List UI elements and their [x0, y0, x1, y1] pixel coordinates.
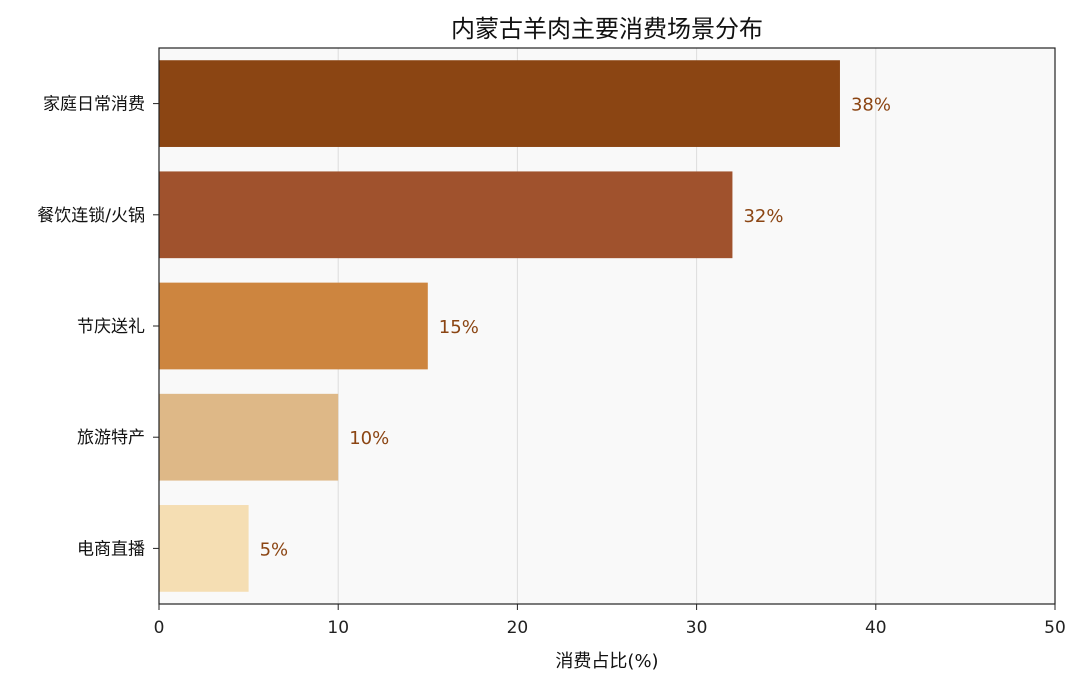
bar-5 [159, 505, 249, 592]
value-label: 32% [743, 206, 783, 227]
value-label: 15% [439, 317, 479, 338]
value-label: 38% [851, 95, 891, 116]
category-label: 旅游特产 [77, 428, 145, 448]
x-axis-title: 消费占比(%) [555, 651, 658, 672]
x-tick-label: 40 [865, 618, 887, 638]
category-label: 餐饮连锁/火锅 [37, 206, 145, 226]
plot-area: 家庭日常消费 38% 餐饮连锁/火锅 32% 节庆送礼 15% 旅游特产 10% 电商直播 5% 0… [37, 47, 1066, 638]
category-label: 家庭日常消费 [43, 95, 145, 115]
x-tick-label: 10 [327, 618, 349, 638]
plot-frame [158, 47, 1056, 605]
x-tick-label: 50 [1044, 618, 1066, 638]
bar-2 [159, 171, 733, 259]
value-label: 5% [260, 539, 289, 560]
bar-1 [159, 60, 840, 147]
x-tick-label: 0 [154, 618, 165, 638]
chart-title: 内蒙古羊肉主要消费场景分布 [451, 15, 763, 43]
category-label: 电商直播 [77, 539, 145, 559]
x-tick-label: 30 [686, 618, 708, 638]
bar-3 [159, 282, 428, 370]
x-tick-label: 20 [507, 618, 529, 638]
bar-4 [159, 393, 339, 481]
category-label: 节庆送礼 [77, 317, 145, 337]
value-label: 10% [349, 428, 389, 449]
